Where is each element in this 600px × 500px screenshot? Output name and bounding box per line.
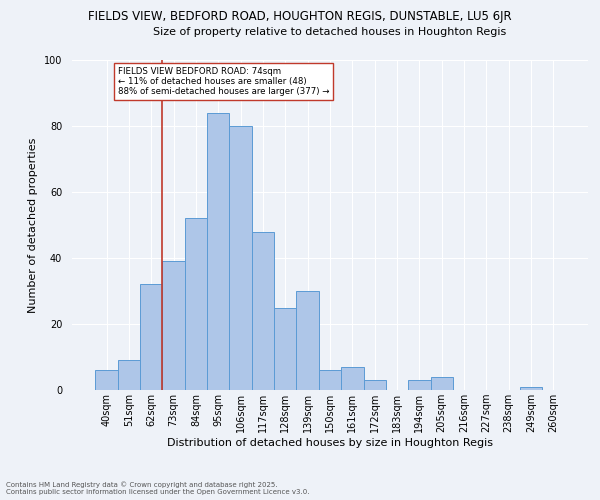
Bar <box>520 386 542 390</box>
Text: FIELDS VIEW, BEDFORD ROAD, HOUGHTON REGIS, DUNSTABLE, LU5 6JR: FIELDS VIEW, BEDFORD ROAD, HOUGHTON REGI… <box>88 10 512 23</box>
Bar <box>252 232 274 390</box>
Text: FIELDS VIEW BEDFORD ROAD: 74sqm
← 11% of detached houses are smaller (48)
88% of: FIELDS VIEW BEDFORD ROAD: 74sqm ← 11% of… <box>118 66 329 96</box>
Bar <box>207 113 229 390</box>
Bar <box>364 380 386 390</box>
Bar <box>319 370 341 390</box>
Bar <box>140 284 163 390</box>
Y-axis label: Number of detached properties: Number of detached properties <box>28 138 38 312</box>
X-axis label: Distribution of detached houses by size in Houghton Regis: Distribution of detached houses by size … <box>167 438 493 448</box>
Bar <box>185 218 207 390</box>
Bar <box>274 308 296 390</box>
Bar <box>431 377 453 390</box>
Bar <box>229 126 252 390</box>
Bar <box>296 291 319 390</box>
Bar <box>341 367 364 390</box>
Title: Size of property relative to detached houses in Houghton Regis: Size of property relative to detached ho… <box>154 27 506 37</box>
Text: Contains HM Land Registry data © Crown copyright and database right 2025.
Contai: Contains HM Land Registry data © Crown c… <box>6 482 310 495</box>
Bar <box>118 360 140 390</box>
Bar <box>95 370 118 390</box>
Bar <box>408 380 431 390</box>
Bar <box>163 262 185 390</box>
